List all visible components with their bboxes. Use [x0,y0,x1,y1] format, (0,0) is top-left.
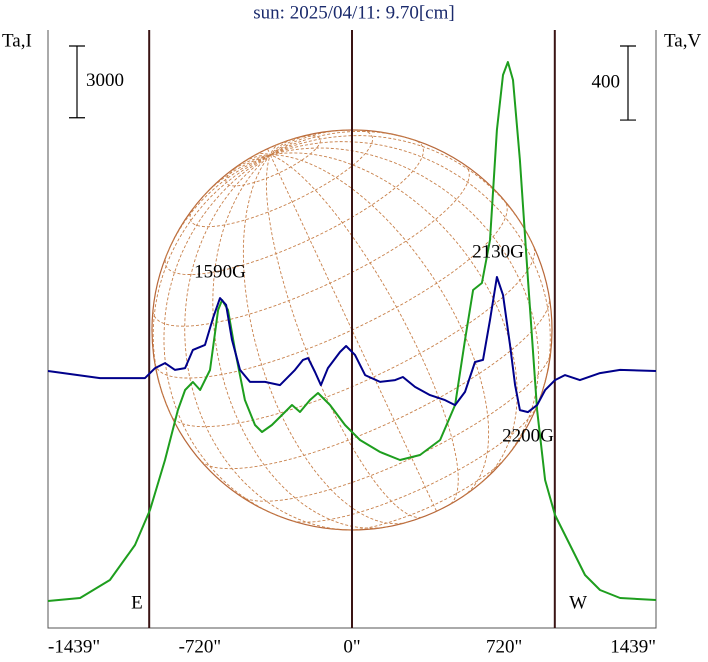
disk-grid [270,129,346,156]
disk-grid [270,134,310,156]
disk-grid [229,154,271,173]
disk-grid [255,152,271,156]
disk-grid [163,154,281,518]
disk-grid [184,154,350,531]
disk-grid [200,298,550,470]
x-tick-label: 0" [343,636,360,657]
disk-grid [270,147,540,458]
y-axis-label: Ta,I [2,30,32,51]
disk-grid [270,152,518,485]
disk-grid [349,456,508,531]
disk-grid [242,154,408,525]
scale-bar [69,45,85,119]
x-tick-label: 720" [486,636,522,657]
chart-title: sun: 2025/04/11: 9.70[cm] [253,2,454,23]
annotation: 2130G [472,241,524,262]
disk-grid [189,129,374,228]
disk-grid [265,154,422,518]
x-tick-label: -720" [179,636,222,657]
disk-grid [212,154,388,529]
disk-grid [270,135,534,246]
disk-grid [270,141,551,396]
scale-bar-label: 400 [592,71,621,92]
annotation: 2200G [502,425,554,446]
x-tick-label: 1439" [610,636,656,657]
series-line [47,61,657,602]
series-line [47,276,657,414]
disk-grid [152,154,271,415]
disk-grid [267,148,271,156]
scale-bar [620,45,636,121]
disk-grid [269,143,281,156]
x-tick-label: -1439" [48,636,100,657]
annotation: 1590G [194,261,246,282]
disk-grid [202,154,271,197]
disk-grid [152,165,470,327]
disk-grid [270,154,490,497]
disk-grid [292,406,537,523]
solar-disk [151,129,553,531]
disk-grid [270,138,292,156]
annotation: E [131,592,143,613]
disk-grid [240,351,552,502]
y2-axis-label: Ta,V [664,30,701,51]
disk-grid [269,154,437,512]
disk-grid [244,154,271,162]
annotation: W [569,592,587,613]
scale-bar-label: 3000 [86,70,124,91]
disk-grid [164,139,424,275]
disk-grid [270,154,459,505]
